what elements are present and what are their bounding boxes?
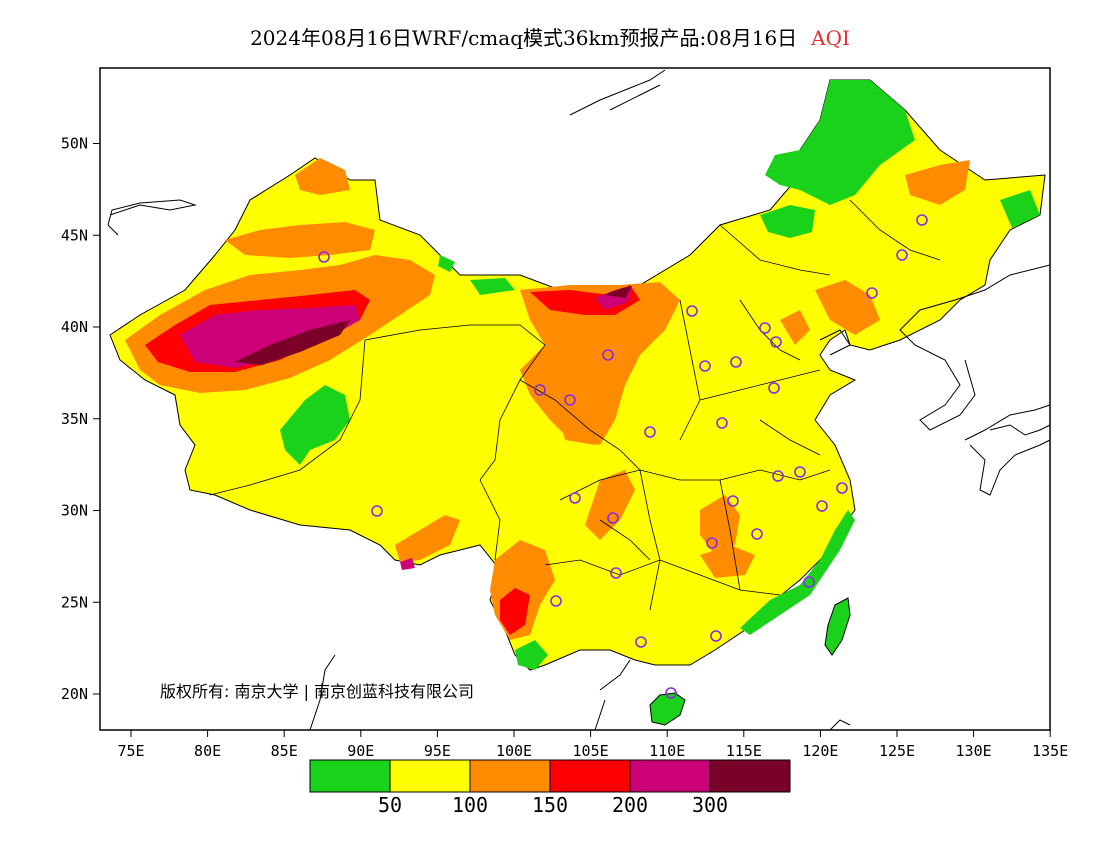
lat-tick-label: 20N	[61, 685, 88, 703]
zone-usg-tibet-south	[395, 515, 460, 562]
city-marker	[564, 394, 576, 406]
zone-very-unhealthy-tibet	[400, 558, 415, 570]
zone-usg-hebei	[780, 310, 810, 345]
city-marker	[706, 537, 718, 549]
colorbar-swatch	[709, 759, 791, 793]
city-marker	[730, 356, 742, 368]
title-main: 2024年08月16日WRF/cmaq模式36km预报产品:08月16日	[250, 26, 798, 50]
city-marker	[759, 322, 771, 334]
colorbar-swatch	[309, 759, 391, 793]
colorbar-swatch	[629, 759, 711, 793]
title-pollutant: AQI	[811, 26, 850, 50]
city-marker	[550, 595, 562, 607]
lat-tick-label: 45N	[61, 226, 88, 244]
lat-tick-label: 30N	[61, 502, 88, 520]
city-marker	[665, 687, 677, 699]
city-marker	[699, 360, 711, 372]
city-marker	[866, 287, 878, 299]
colorbar-swatch	[389, 759, 471, 793]
zone-usg-northeast	[905, 160, 970, 205]
latitude-axis: 20N 25N 30N 35N 40N 45N 50N	[61, 135, 100, 703]
city-marker	[371, 505, 383, 517]
lon-tick-label: 100E	[496, 742, 532, 760]
lon-tick-label: 130E	[956, 742, 992, 760]
city-marker	[916, 214, 928, 226]
city-marker	[816, 500, 828, 512]
city-marker	[836, 482, 848, 494]
city-marker	[716, 417, 728, 429]
city-marker	[751, 528, 763, 540]
zone-usg-sichuan	[585, 470, 635, 540]
lon-tick-label: 95E	[424, 742, 451, 760]
colorbar-label: 300	[692, 793, 728, 817]
city-marker	[318, 251, 330, 263]
city-marker	[727, 495, 739, 507]
city-marker	[772, 470, 784, 482]
lon-tick-label: 80E	[194, 742, 221, 760]
lon-tick-label: 85E	[271, 742, 298, 760]
zone-good-southeast-coast	[740, 510, 855, 635]
longitude-axis: 75E 80E 85E 90E 95E 100E 105E 110E 115E 120E 125E 1…	[117, 730, 1068, 760]
lon-tick-label: 115E	[726, 742, 762, 760]
city-marker	[770, 336, 782, 348]
lon-tick-label: 105E	[573, 742, 609, 760]
zone-usg-liaoning	[815, 280, 880, 335]
lat-tick-label: 35N	[61, 410, 88, 428]
lon-tick-label: 125E	[879, 742, 915, 760]
lat-tick-label: 40N	[61, 318, 88, 336]
city-marker	[607, 512, 619, 524]
city-markers	[318, 214, 928, 699]
zone-usg-hunan	[700, 495, 740, 555]
city-marker	[602, 349, 614, 361]
colorbar-label: 200	[612, 793, 648, 817]
city-marker	[610, 567, 622, 579]
lon-tick-label: 110E	[649, 742, 685, 760]
hainan-island	[649, 692, 686, 726]
lon-tick-label: 135E	[1032, 742, 1068, 760]
copyright-text: 版权所有: 南京大学 | 南京创蓝科技有限公司	[160, 682, 474, 701]
zone-good-northeast	[765, 80, 915, 205]
zone-unhealthy-ordos	[530, 285, 640, 315]
city-marker	[803, 576, 815, 588]
zone-unhealthy-yunnan	[500, 588, 530, 635]
zone-good-xinjiang-edge	[438, 255, 455, 272]
lon-tick-label: 75E	[117, 742, 144, 760]
zone-usg-ningxia	[555, 395, 610, 445]
neighbor-coastlines	[107, 69, 1051, 731]
map-title: 2024年08月16日WRF/cmaq模式36km预报产品:08月16日 AQI	[0, 22, 1100, 51]
colorbar-legend: 50 100 150 200 300	[309, 759, 791, 817]
zone-good-tibet	[280, 385, 350, 465]
zone-hazardous-ordos	[605, 286, 632, 298]
colorbar-swatch	[469, 759, 551, 793]
city-marker	[635, 636, 647, 648]
city-marker	[710, 630, 722, 642]
lat-tick-label: 50N	[61, 135, 88, 153]
zone-good-gansu-north	[470, 278, 515, 295]
lon-tick-label: 120E	[802, 742, 838, 760]
zone-good-jilin-east	[1000, 190, 1040, 228]
colorbar-label: 150	[532, 793, 568, 817]
zone-very-unhealthy-tarim	[180, 305, 360, 368]
lon-tick-label: 90E	[347, 742, 374, 760]
city-marker	[768, 382, 780, 394]
city-marker	[896, 249, 908, 261]
city-marker	[794, 466, 806, 478]
city-marker	[686, 305, 698, 317]
zone-good-inner-mongolia	[760, 205, 815, 238]
zone-usg-jiangxi	[700, 545, 755, 578]
city-marker	[534, 384, 546, 396]
colorbar-label: 50	[378, 793, 402, 817]
lat-tick-label: 25N	[61, 593, 88, 611]
city-marker	[569, 492, 581, 504]
zone-usg-altai	[295, 158, 350, 195]
colorbar-label: 100	[452, 793, 488, 817]
zone-hazardous-tarim	[235, 320, 350, 365]
city-marker	[644, 426, 656, 438]
zone-good-yunnan-south	[515, 640, 548, 670]
taiwan-island	[824, 597, 851, 656]
zone-usg-junggar	[225, 222, 375, 258]
colorbar-swatch	[549, 759, 631, 793]
